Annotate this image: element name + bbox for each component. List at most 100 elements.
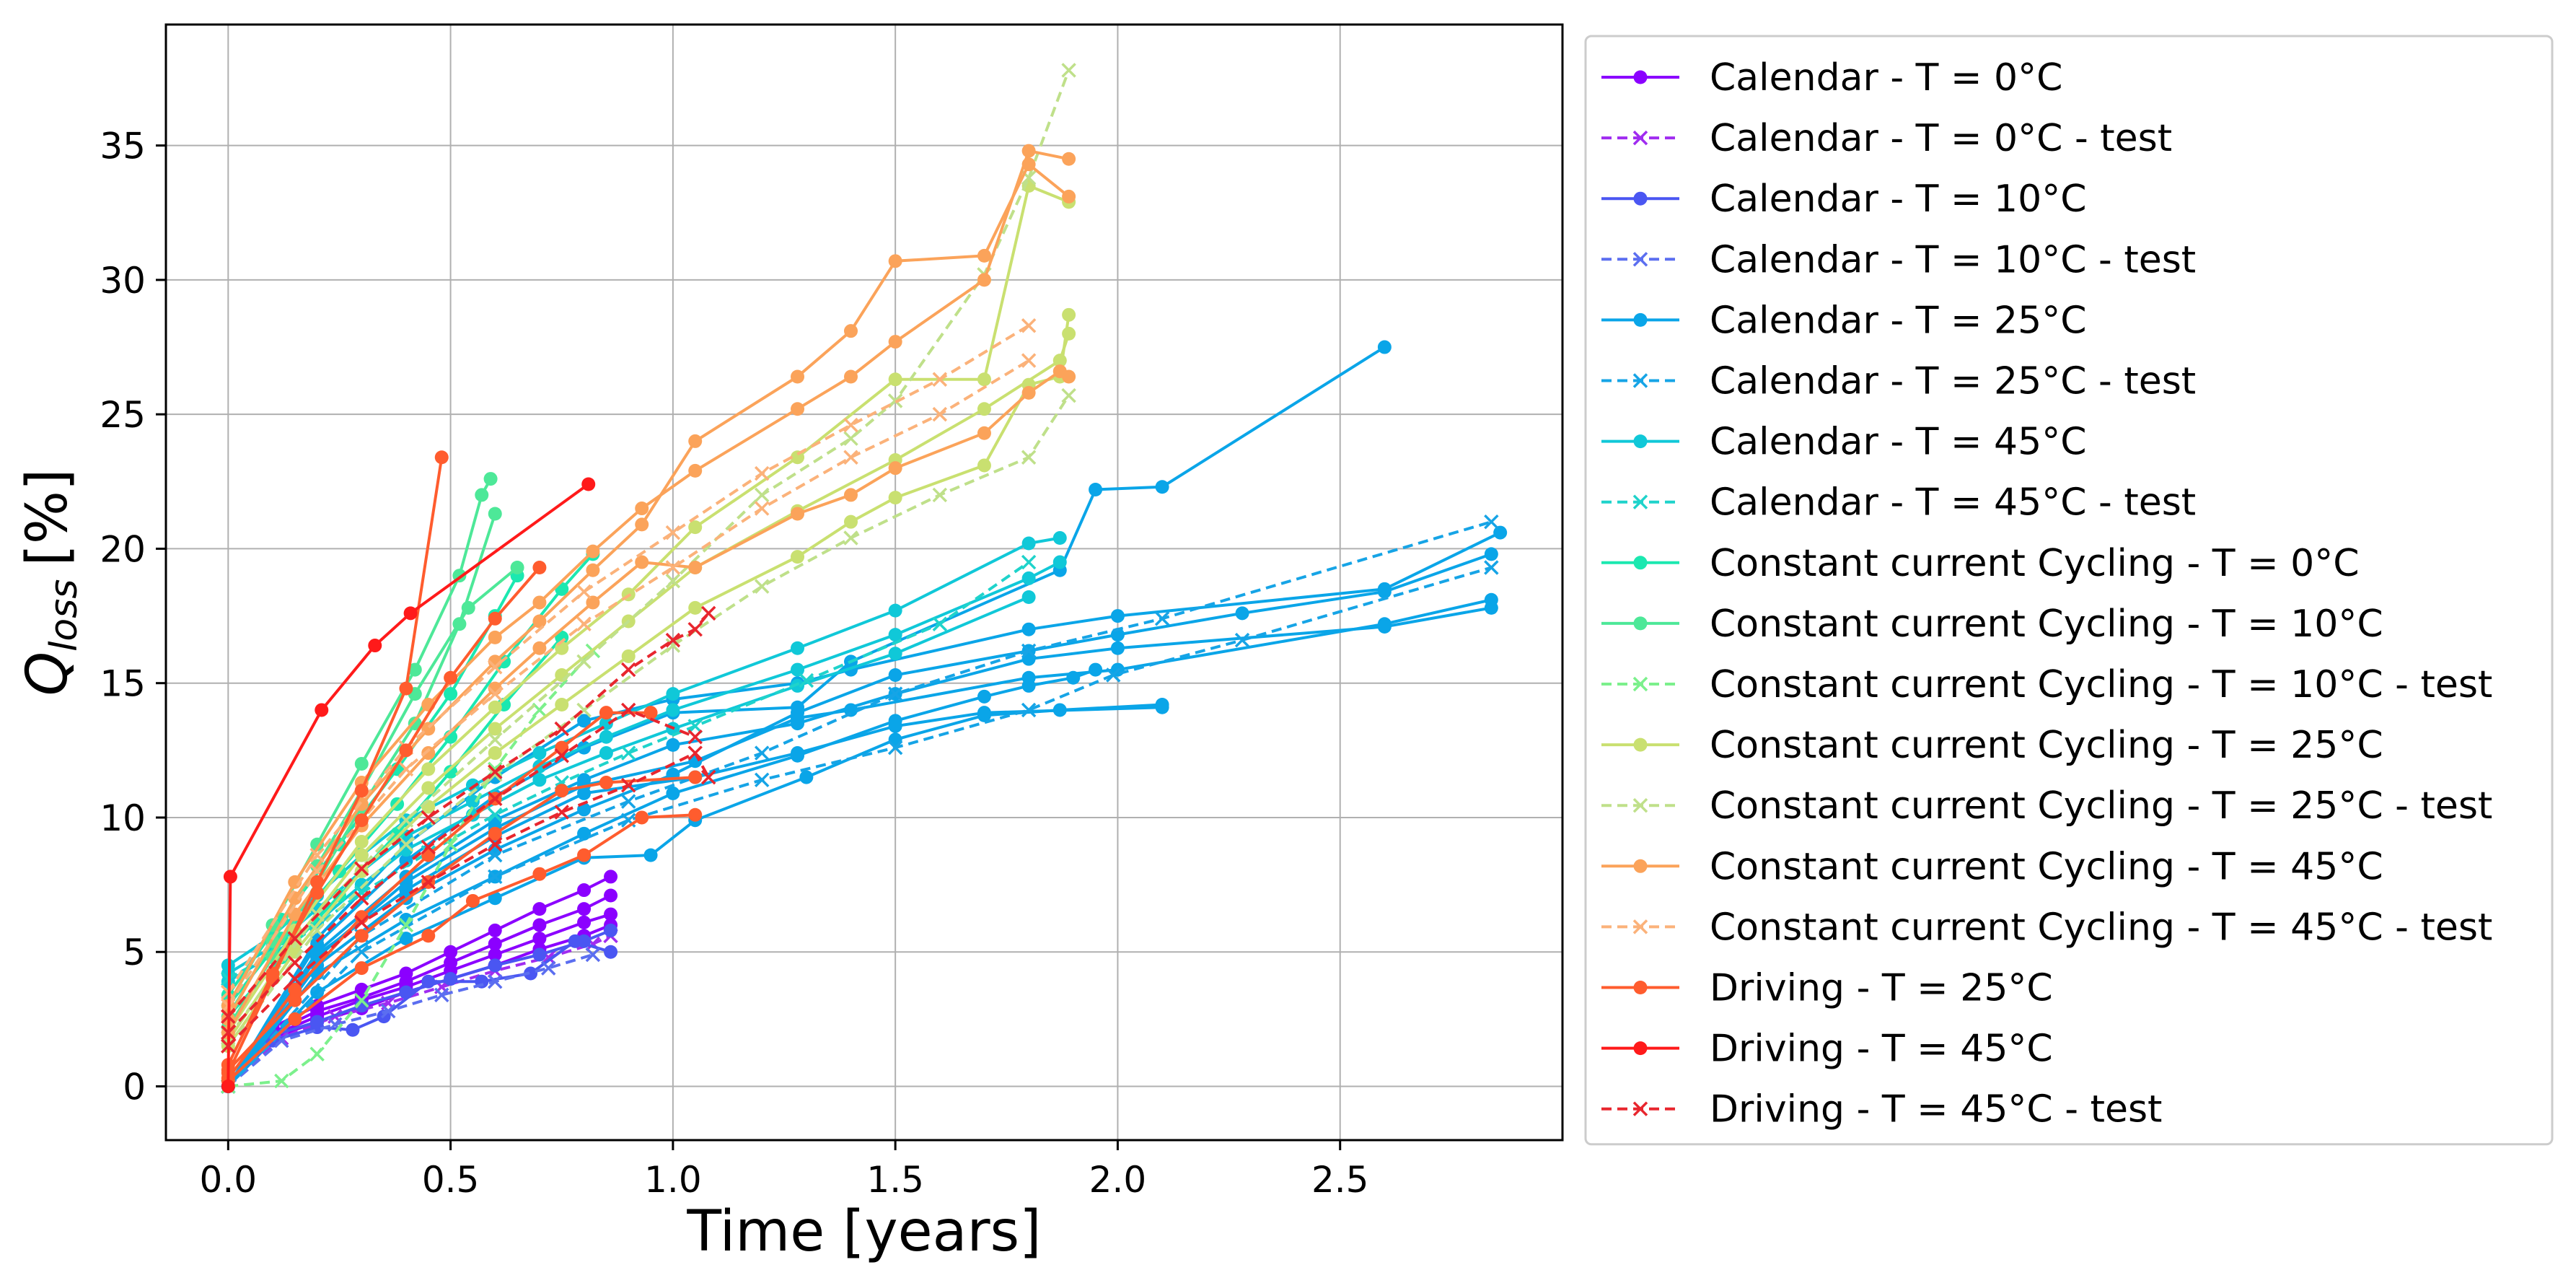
series-driving-t-25c-point: [688, 807, 703, 822]
legend-entry-constant-current-cycling-t-25c-test: Constant current Cycling - T = 25°C - te…: [1601, 784, 2492, 828]
legend-entry-driving-t-25c: Driving - T = 25°C: [1601, 967, 2053, 1010]
legend-entry-calendar-t-45c-label: Calendar - T = 45°C: [1710, 421, 2087, 464]
series-constant-current-cycling-t-45c-test-point: [398, 761, 414, 777]
legend-entry-constant-current-cycling-t-10c-point: [1633, 616, 1648, 631]
series-calendar-t-10c-point: [532, 947, 547, 962]
series-driving-t-45c-test-point: [354, 915, 369, 930]
series-driving-t-25c-point: [465, 893, 480, 908]
series-driving-t-25c-point: [265, 966, 280, 981]
series-calendar-t-25c-point: [643, 848, 658, 862]
series-constant-current-cycling-t-25c-point: [421, 762, 436, 776]
series-calendar-t-10c-test-point: [381, 1003, 396, 1019]
series-driving-t-25c-point: [643, 706, 658, 720]
series-constant-current-cycling-t-25c-point: [488, 700, 502, 714]
series-constant-current-cycling-t-25c-point: [488, 746, 502, 761]
legend-entry-calendar-t-45c-test-point: [1632, 494, 1648, 509]
series-calendar-t-25c-point: [1235, 606, 1249, 621]
series-driving-t-45c-test-point: [488, 836, 503, 852]
series-calendar-t-25c-test-point: [754, 745, 770, 761]
series-driving-t-45c-test-point: [421, 875, 436, 890]
series-driving-t-45c-point: [368, 639, 382, 653]
series-constant-current-cycling-t-45c-point: [532, 614, 547, 629]
series-calendar-t-10c-point: [604, 945, 618, 959]
legend-entry-calendar-t-10c-point: [1633, 191, 1648, 206]
series-calendar-t-45c-point: [599, 730, 613, 744]
series-constant-current-cycling-t-0c-point: [444, 687, 458, 701]
series-calendar-t-10c: [221, 923, 618, 1093]
series-constant-current-cycling-t-45c-point: [1021, 144, 1036, 158]
series-calendar-t-45c-test-point: [687, 719, 703, 734]
series-constant-current-cycling-t-25c-test-point: [754, 487, 770, 503]
series-calendar-t-25c-test-point: [1021, 643, 1037, 659]
series-driving-t-25c-point: [288, 982, 302, 997]
series-driving-t-45c-test-line: [227, 612, 710, 1017]
series-constant-current-cycling-t-0c-point: [444, 765, 458, 779]
series-calendar-t-45c-point: [666, 687, 680, 701]
legend-entry-calendar-t-10c-test-point: [1632, 252, 1648, 267]
y-tick-label: 0: [123, 1066, 146, 1108]
series-constant-current-cycling-t-25c-point: [977, 372, 991, 387]
legend-entry-constant-current-cycling-t-45c-point: [1633, 859, 1648, 873]
series-constant-current-cycling-t-45c-test-point: [665, 525, 681, 540]
legend-entry-driving-t-45c-label: Driving - T = 45°C: [1710, 1028, 2053, 1071]
series-calendar-t-25c-test-point: [1484, 514, 1499, 530]
series-constant-current-cycling-t-45c-test-point: [576, 584, 592, 600]
x-tick-label: 1.5: [866, 1159, 924, 1201]
series-calendar-t-45c-point: [791, 641, 805, 655]
y-tick-label: 15: [100, 663, 146, 705]
series-constant-current-cycling-t-25c-point: [1052, 354, 1067, 368]
series-calendar-t-45c-point: [532, 746, 547, 761]
x-tick-label: 1.0: [644, 1159, 702, 1201]
series-constant-current-cycling-t-25c-point: [555, 698, 569, 712]
series-calendar-t-25c-point: [888, 719, 902, 733]
series-constant-current-cycling-t-45c-point: [586, 563, 600, 577]
series-constant-current-cycling-t-25c-test-point: [1061, 63, 1076, 78]
plot-series: [221, 63, 1508, 1094]
series-constant-current-cycling-t-45c-point: [844, 488, 858, 502]
series-constant-current-cycling-t-25c-test-point: [1021, 450, 1037, 465]
legend-entry-constant-current-cycling-t-25c: Constant current Cycling - T = 25°C: [1601, 724, 2383, 767]
series-constant-current-cycling-t-45c-point: [888, 254, 902, 268]
series-constant-current-cycling-t-45c-point: [844, 324, 858, 338]
series-driving-t-45c-test-point: [488, 764, 503, 779]
series-calendar-t-45c-point: [1021, 590, 1036, 604]
series-driving-t-25c-point: [354, 929, 369, 943]
series-constant-current-cycling-t-25c-point: [791, 550, 805, 564]
series-calendar-t-25c-point: [1021, 670, 1036, 685]
series-calendar-t-45c-point: [888, 603, 902, 618]
series-driving-t-25c-point: [555, 784, 569, 798]
series-constant-current-cycling-t-45c-line: [227, 369, 1070, 1033]
series-constant-current-cycling-t-25c-test-point: [309, 923, 325, 938]
series-calendar-t-0c-point: [488, 937, 502, 951]
series-calendar-t-25c-line: [227, 606, 1492, 1087]
series-calendar-t-25c-test-point: [354, 944, 369, 960]
series-calendar-t-10c-point: [346, 1023, 360, 1037]
legend-entry-calendar-t-45c-point: [1633, 434, 1648, 449]
series-driving-t-45c-point: [221, 1079, 235, 1093]
legend-entry-calendar-t-45c: Calendar - T = 45°C: [1601, 421, 2087, 464]
series-constant-current-cycling-t-25c-test-point: [398, 836, 414, 852]
y-axis-title: Qloss [%]: [15, 469, 86, 696]
series-driving-t-25c-point: [599, 706, 613, 720]
series-constant-current-cycling-t-25c-test-point: [754, 579, 770, 594]
series-constant-current-cycling-t-45c-point: [586, 544, 600, 559]
y-axis-title-subscript: loss: [43, 579, 86, 652]
series-calendar-t-10c-point: [524, 966, 538, 981]
legend-entry-driving-t-45c-point: [1633, 1041, 1648, 1056]
y-tick-label: 5: [123, 932, 146, 973]
y-tick-label: 20: [100, 528, 146, 570]
series-constant-current-cycling-t-45c-test-point: [1021, 318, 1037, 333]
series-constant-current-cycling-t-45c-point: [888, 335, 902, 349]
series-constant-current-cycling-t-10c-point: [510, 561, 524, 575]
series-calendar-t-25c-point: [1155, 700, 1169, 714]
legend-entry-constant-current-cycling-t-45c-label: Constant current Cycling - T = 45°C: [1710, 845, 2383, 888]
series-driving-t-25c-point: [354, 813, 369, 828]
legend-entry-constant-current-cycling-t-25c-test-label: Constant current Cycling - T = 25°C - te…: [1710, 784, 2492, 828]
series-calendar-t-45c-test-point: [620, 745, 636, 761]
legend-entry-constant-current-cycling-t-45c: Constant current Cycling - T = 45°C: [1601, 845, 2383, 888]
legend-entry-calendar-t-0c-point: [1633, 70, 1648, 84]
series-driving-t-45c-test-point: [687, 729, 703, 745]
series-constant-current-cycling-t-45c-point: [1062, 152, 1076, 166]
